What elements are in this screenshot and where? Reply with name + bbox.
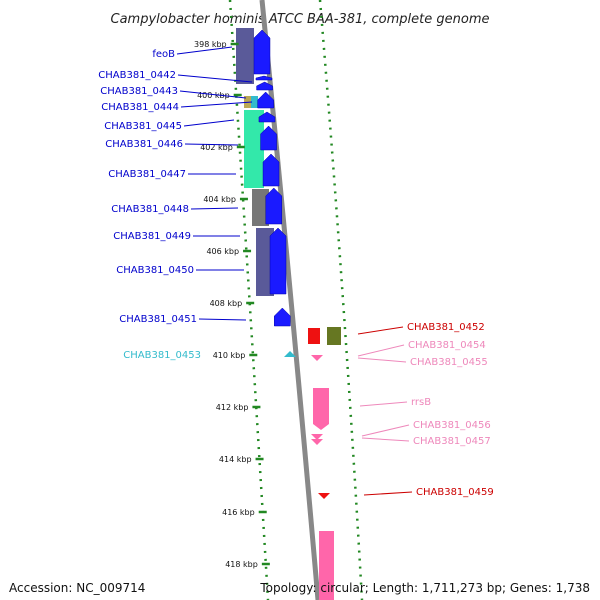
cog-block	[236, 28, 254, 84]
gene-label: CHAB381_0459	[416, 487, 494, 498]
gene-label: CHAB381_0451	[119, 314, 197, 325]
label-connector	[359, 401, 408, 407]
label-connector	[361, 437, 410, 442]
reverse-gene-block	[308, 328, 320, 344]
gene-label: CHAB381_0450	[116, 265, 194, 276]
map-title: Campylobacter hominis ATCC BAA-381, comp…	[111, 12, 490, 27]
scale-tick-label: 418 kbp	[225, 560, 258, 569]
scale-tick-label: 414 kbp	[219, 455, 252, 464]
label-connector	[357, 326, 404, 335]
label-connector	[180, 101, 253, 108]
forward-gene-arrow	[253, 29, 271, 75]
gene-label: rrsB	[411, 397, 431, 408]
gene-label: CHAB381_0452	[407, 322, 485, 333]
label-connector	[198, 318, 247, 321]
gene-label: CHAB381_0456	[413, 420, 491, 431]
trna-marker	[284, 351, 296, 357]
genome-summary-text: Topology: circular; Length: 1,711,273 bp…	[260, 581, 590, 595]
forward-gene-arrow	[255, 75, 273, 81]
label-connector	[176, 46, 233, 55]
ring-layer	[228, 0, 364, 600]
cog-block	[244, 110, 264, 188]
label-connector	[179, 90, 247, 99]
gene-label: CHAB381_0446	[105, 139, 183, 150]
label-connector	[190, 207, 239, 210]
gene-label: CHAB381_0453	[123, 350, 201, 361]
accession-text: Accession: NC_009714	[9, 581, 146, 595]
gene-label: feoB	[152, 49, 175, 60]
gene-label: CHAB381_0457	[413, 436, 491, 447]
gc-content-ring-outer	[318, 0, 364, 600]
forward-gene-arrow	[265, 187, 283, 225]
label-connector	[357, 344, 405, 357]
label-connector	[357, 357, 407, 363]
scale-tick-label: 402 kbp	[200, 143, 233, 152]
rrs-rna-arrow	[313, 388, 329, 430]
reverse-rna-arrow	[311, 355, 323, 361]
gene-label: CHAB381_0454	[408, 340, 486, 351]
scale-tick-label: 406 kbp	[206, 247, 239, 256]
label-connector	[184, 143, 239, 146]
scale-tick-label: 412 kbp	[216, 403, 249, 412]
gene-label: CHAB381_0445	[104, 121, 182, 132]
label-connector	[177, 74, 253, 83]
gene-label: CHAB381_0443	[100, 86, 178, 97]
reverse-rna-arrow	[311, 439, 323, 445]
label-connector	[363, 491, 413, 496]
forward-gene-arrow	[256, 81, 273, 91]
scale-tick-label: 398 kbp	[194, 40, 227, 49]
gene-labels: feoB CHAB381_0442 CHAB381_0443 CHAB381_0444…	[98, 46, 494, 498]
cog-block	[327, 327, 341, 345]
label-connector	[361, 424, 410, 437]
gene-label: CHAB381_0442	[98, 70, 176, 81]
reverse-rna-arrow	[311, 434, 323, 440]
forward-gene-arrow	[274, 307, 291, 327]
forward-gene-arrow	[257, 91, 274, 109]
scale-tick-label: 408 kbp	[210, 299, 243, 308]
scale-tick-label: 410 kbp	[213, 351, 246, 360]
cog-block	[251, 96, 258, 108]
forward-gene-arrow	[260, 125, 277, 151]
gene-label: CHAB381_0455	[410, 357, 488, 368]
scale-tick-label: 416 kbp	[222, 508, 255, 517]
label-connector	[183, 119, 235, 127]
forward-gene-arrow	[262, 153, 280, 187]
reverse-rna-block	[319, 531, 334, 600]
cog-block	[252, 189, 269, 226]
backbone-ring	[259, 0, 321, 600]
scale-tick-label: 400 kbp	[197, 91, 230, 100]
gene-label: CHAB381_0444	[101, 102, 179, 113]
forward-gene-arrow	[269, 227, 287, 295]
scale-ticks: 398 kbp 400 kbp 402 kbp 404 kbp 406 kbp 408 k…	[194, 40, 270, 569]
feature-layer	[236, 28, 341, 600]
gene-label: CHAB381_0447	[108, 169, 186, 180]
scale-tick-label: 404 kbp	[203, 195, 236, 204]
gene-label: CHAB381_0449	[113, 231, 191, 242]
gene-label: CHAB381_0448	[111, 204, 189, 215]
cog-block	[256, 228, 274, 296]
forward-gene-arrow	[258, 111, 276, 123]
reverse-gene-arrow	[318, 493, 330, 499]
